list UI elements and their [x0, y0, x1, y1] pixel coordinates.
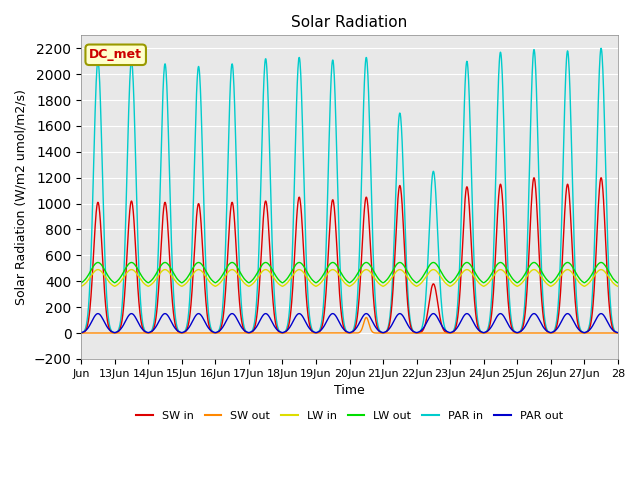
Title: Solar Radiation: Solar Radiation [291, 15, 408, 30]
Text: DC_met: DC_met [89, 48, 142, 61]
X-axis label: Time: Time [334, 384, 365, 397]
Y-axis label: Solar Radiation (W/m2 umol/m2/s): Solar Radiation (W/m2 umol/m2/s) [15, 89, 28, 305]
Legend: SW in, SW out, LW in, LW out, PAR in, PAR out: SW in, SW out, LW in, LW out, PAR in, PA… [132, 407, 568, 425]
